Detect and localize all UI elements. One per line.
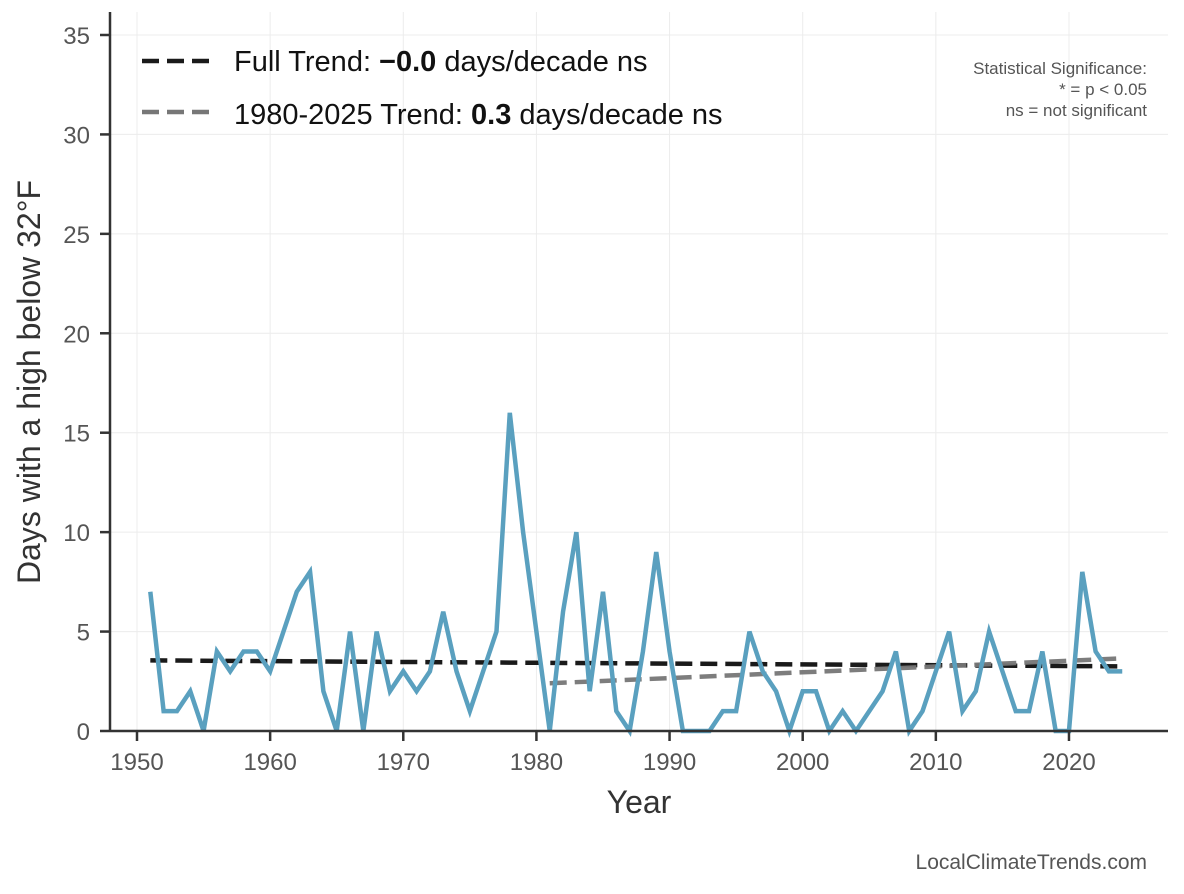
y-tick-label: 25 <box>63 222 90 249</box>
y-tick-label: 30 <box>63 122 90 149</box>
legend-entry-full-trend: Full Trend: −0.0 days/decade ns <box>234 46 648 78</box>
significance-star: * = p < 0.05 <box>1059 80 1147 99</box>
y-tick-label: 15 <box>63 421 90 448</box>
y-tick-label: 20 <box>63 321 90 348</box>
x-axis-label: Year <box>607 784 672 820</box>
legend-entry-1980-2025-trend: 1980-2025 Trend: 0.3 days/decade ns <box>234 99 723 131</box>
significance-title: Statistical Significance: <box>973 59 1147 78</box>
y-tick-label: 5 <box>77 620 90 647</box>
x-tick-label: 2010 <box>909 749 962 776</box>
credit: LocalClimateTrends.com <box>916 851 1147 874</box>
x-tick-label: 1960 <box>243 749 296 776</box>
y-tick-label: 35 <box>63 23 90 50</box>
y-tick-label: 0 <box>77 719 90 746</box>
legend: Full Trend: −0.0 days/decade ns 1980-202… <box>142 46 723 131</box>
significance-note: Statistical Significance: * = p < 0.05 n… <box>973 59 1147 120</box>
x-tick-label: 1980 <box>510 749 563 776</box>
y-axis-label: Days with a high below 32°F <box>11 180 47 584</box>
x-tick-label: 2020 <box>1042 749 1095 776</box>
significance-ns: ns = not significant <box>1006 101 1148 120</box>
x-tick-label: 1990 <box>643 749 696 776</box>
series-line <box>150 413 1122 731</box>
x-tick-label: 1970 <box>377 749 430 776</box>
x-tick-label: 2000 <box>776 749 829 776</box>
x-tick-label: 1950 <box>110 749 163 776</box>
y-tick-label: 10 <box>63 520 90 547</box>
series <box>150 413 1122 731</box>
